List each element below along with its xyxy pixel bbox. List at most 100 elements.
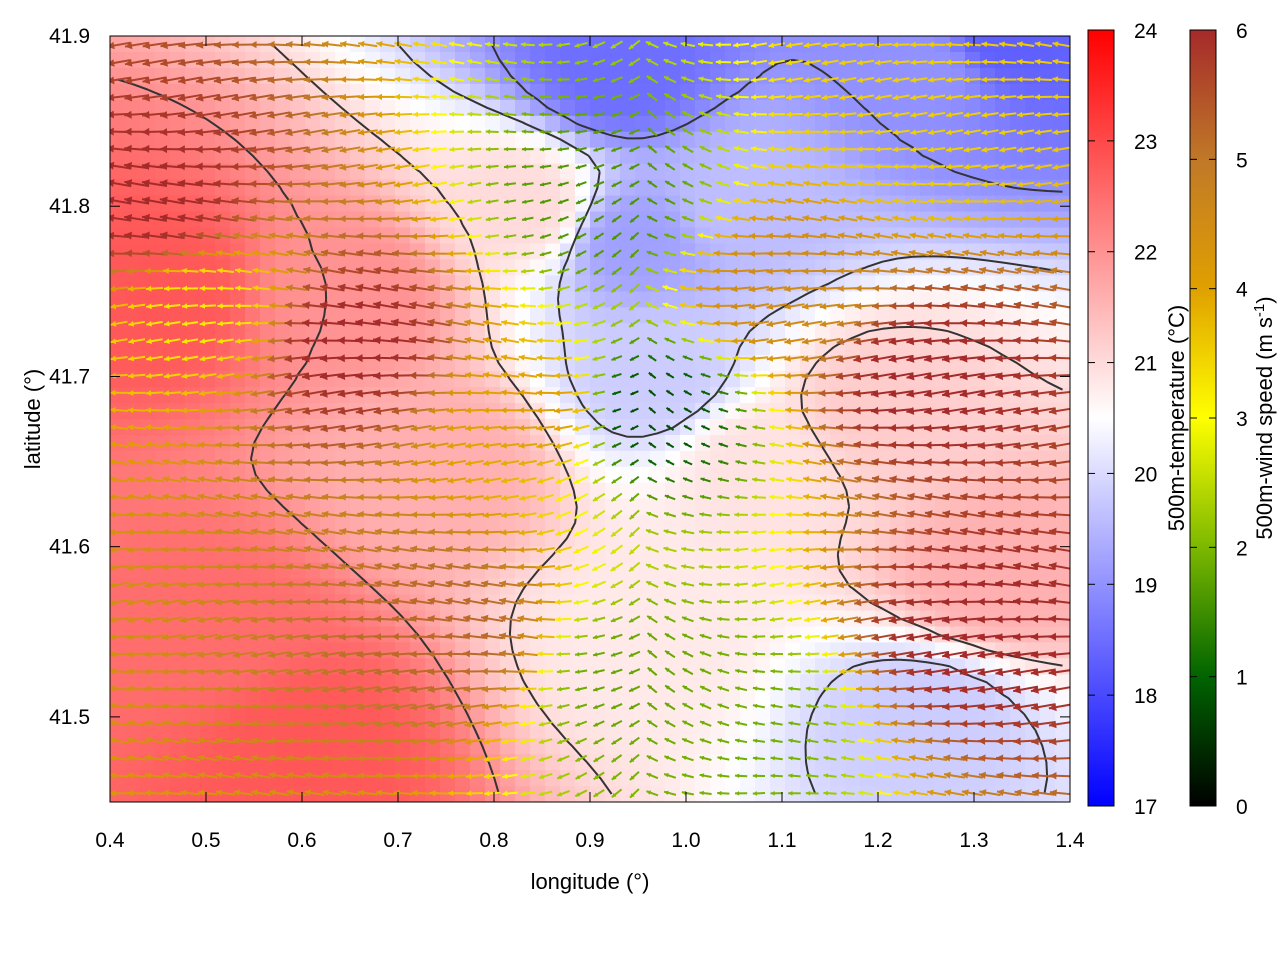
heatmap-cell [275,227,291,245]
heatmap-cell [680,179,696,197]
heatmap-cell [710,355,726,372]
heatmap-cell [830,323,846,340]
heatmap-cell [515,642,531,659]
heatmap-cell [725,307,741,324]
heatmap-cell [215,195,231,213]
heatmap-cell [155,131,171,149]
heatmap-cell [830,770,846,787]
heatmap-cell [635,466,651,484]
heatmap-cell [185,642,201,659]
heatmap-cell [1040,339,1056,356]
heatmap-cell [635,403,651,420]
heatmap-cell [710,67,726,85]
heatmap-cell [110,131,126,149]
heatmap-cell [215,450,231,468]
heatmap-cell [110,706,126,723]
heatmap-cell [995,115,1011,133]
heatmap-cell [440,323,456,340]
heatmap-cell [1040,355,1056,372]
heatmap-cell [785,147,801,165]
heatmap-cell [170,291,186,308]
heatmap-cell [785,690,801,707]
heatmap-cell [1040,323,1056,340]
heatmap-cell [440,514,456,532]
heatmap-cell [980,195,996,213]
heatmap-cell [845,99,861,117]
heatmap-cell [500,259,516,276]
heatmap-cell [935,307,951,324]
heatmap-cell [560,403,576,420]
heatmap-cell [470,131,486,149]
heatmap-cell [860,99,876,117]
heatmap-cell [1055,99,1070,117]
heatmap-cell [875,706,891,723]
heatmap-cell [800,514,816,532]
heatmap-cell [425,131,441,149]
heatmap-cell [950,578,966,596]
heatmap-cell [110,434,126,452]
heatmap-cell [740,706,756,723]
heatmap-cell [575,99,591,117]
heatmap-cell [560,355,576,372]
heatmap-cell [680,371,696,388]
heatmap-cell [740,339,756,356]
heatmap-cell [560,83,576,101]
heatmap-cell [470,51,486,69]
heatmap-cell [425,323,441,340]
heatmap-cell [290,99,306,117]
heatmap-cell [590,307,606,324]
heatmap-cell [770,706,786,723]
heatmap-cell [740,754,756,771]
heatmap-cell [275,690,291,707]
heatmap-cell [965,67,981,85]
heatmap-cell [560,51,576,69]
heatmap-cell [755,371,771,388]
heatmap-cell [620,403,636,420]
heatmap-cell [650,690,666,707]
heatmap-cell [440,51,456,69]
heatmap-cell [110,770,126,787]
heatmap-cell [455,243,471,261]
heatmap-cell [1040,403,1056,420]
heatmap-cell [185,243,201,261]
heatmap-cell [440,99,456,117]
heatmap-cell [965,307,981,324]
heatmap-cell [890,690,906,707]
heatmap-cell [830,227,846,245]
heatmap-cell [215,371,231,388]
heatmap-cell [440,642,456,659]
heatmap-cell [740,67,756,85]
heatmap-cell [380,498,396,516]
heatmap-cell [140,626,156,644]
heatmap-cell [905,115,921,133]
heatmap-cell [545,67,561,85]
heatmap-cell [710,211,726,229]
heatmap-cell [200,51,216,69]
heatmap-cell [965,131,981,149]
heatmap-cell [950,770,966,787]
heatmap-cell [920,450,936,468]
heatmap-cell [1055,642,1070,659]
heatmap-cell [380,147,396,165]
heatmap-cell [605,211,621,229]
heatmap-cell [170,339,186,356]
heatmap-cell [710,51,726,69]
heatmap-cell [380,51,396,69]
heatmap-cell [140,323,156,340]
heatmap-cell [140,706,156,723]
heatmap-cell [650,99,666,117]
heatmap-cell [755,99,771,117]
heatmap-cell [665,163,681,181]
heatmap-cell [530,307,546,324]
heatmap-cell [1040,51,1056,69]
heatmap-cell [275,115,291,133]
heatmap-cell [770,323,786,340]
heatmap-cell [755,51,771,69]
heatmap-cell [635,722,651,739]
heatmap-cell [530,259,546,276]
heatmap-cell [140,291,156,308]
heatmap-cell [545,323,561,340]
heatmap-cell [335,195,351,213]
heatmap-cell [470,179,486,197]
heatmap-cell [785,450,801,468]
